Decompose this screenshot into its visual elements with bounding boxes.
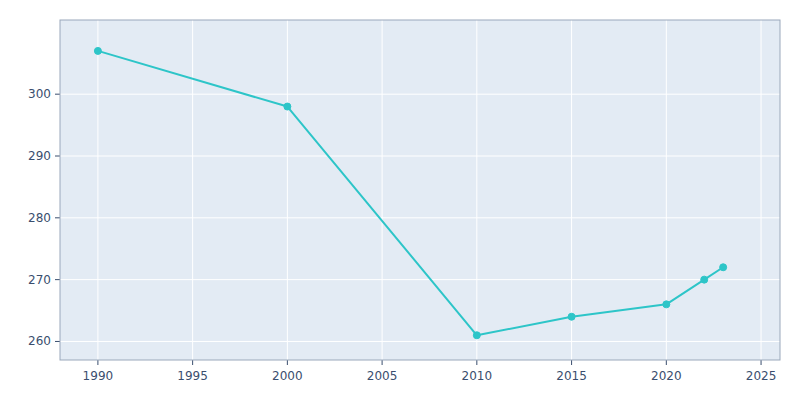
y-tick [55,341,60,342]
plot-background [60,20,780,360]
line [98,51,723,335]
y-tick-label: 290 [28,149,51,163]
x-tick-label: 2005 [367,369,398,383]
y-tick-label: 300 [28,87,51,101]
x-tick [97,360,98,365]
point [284,103,291,110]
x-grid-line [382,20,383,360]
plot-frame [60,20,780,360]
y-tick [55,217,60,218]
series [94,47,726,338]
point [473,332,480,339]
y-grid-line [60,156,780,157]
y-tick [55,94,60,95]
axes: 1990 1995 2000 2005 2010 2015 2020 2025 260 270 28… [28,87,776,383]
x-tick-label: 2020 [651,369,682,383]
x-grid-line [761,20,762,360]
x-tick-label: 2015 [556,369,587,383]
x-grid-line [571,20,572,360]
x-tick [571,360,572,365]
x-tick [192,360,193,365]
y-grid-line [60,279,780,280]
x-tick [761,360,762,365]
x-grid-line [287,20,288,360]
x-grid-line [97,20,98,360]
x-tick [666,360,667,365]
x-tick-label: 1995 [177,369,208,383]
chart-container: 1990 1995 2000 2005 2010 2015 2020 2025 260 270 28… [0,0,800,400]
point [701,276,708,283]
y-tick [55,279,60,280]
point [720,264,727,271]
x-tick [382,360,383,365]
y-grid-line [60,341,780,342]
x-tick-label: 2000 [272,369,303,383]
x-grid-line [476,20,477,360]
y-grid-line [60,217,780,218]
point [94,47,101,54]
point [663,301,670,308]
y-tick-label: 270 [28,273,51,287]
y-tick-label: 260 [28,334,51,348]
x-grid-line [666,20,667,360]
x-tick-label: 2010 [462,369,493,383]
x-tick-label: 1990 [83,369,114,383]
chart: 1990 1995 2000 2005 2010 2015 2020 2025 260 270 28… [0,0,800,400]
x-tick [287,360,288,365]
x-tick-label: 2025 [746,369,777,383]
y-tick [55,156,60,157]
x-tick [476,360,477,365]
grid [60,20,780,360]
x-grid-line [192,20,193,360]
y-tick-label: 280 [28,211,51,225]
y-grid-line [60,94,780,95]
point [568,313,575,320]
